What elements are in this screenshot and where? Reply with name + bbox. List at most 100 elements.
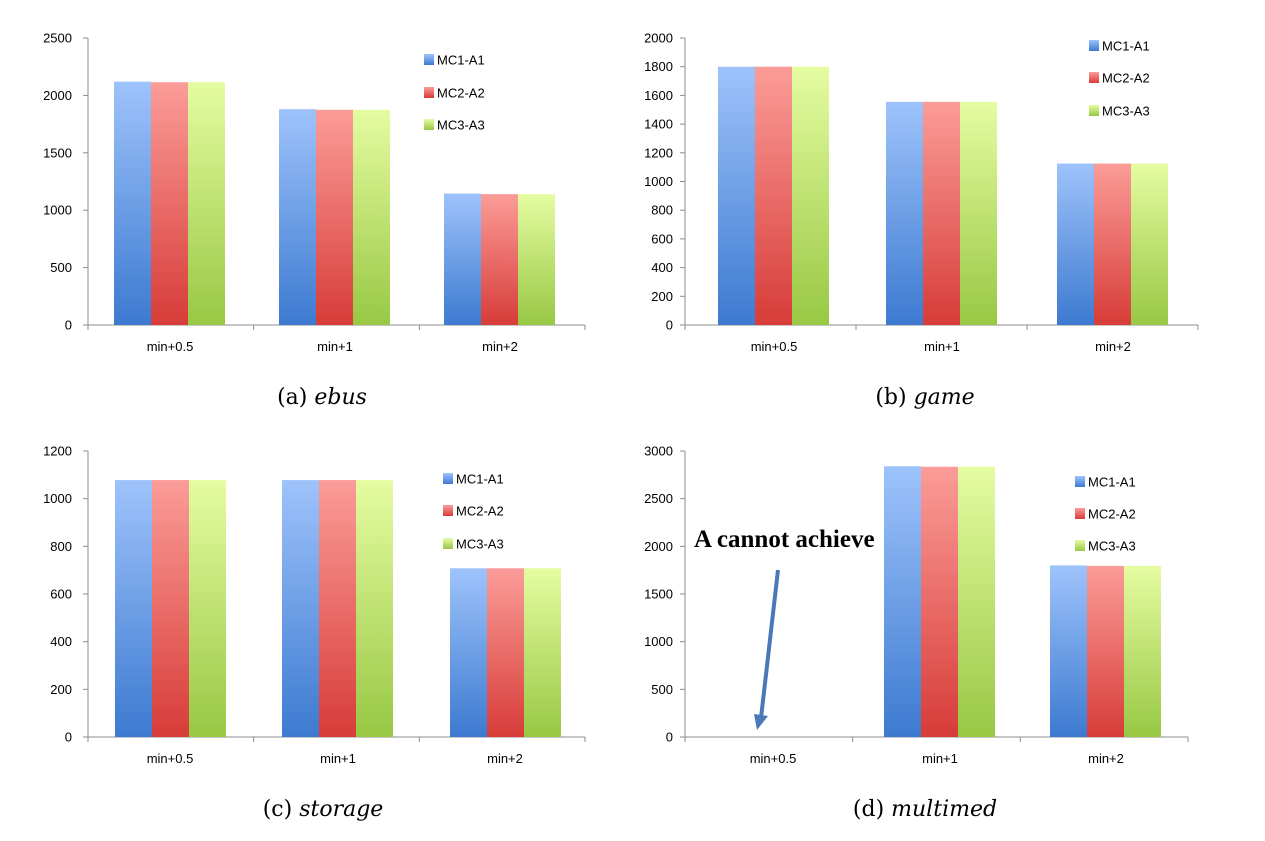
y-tick-label: 500 [50, 260, 72, 275]
caption-game: (b) game [875, 385, 974, 410]
caption-multimed: (d) multimed [853, 797, 997, 822]
bar-mc3-a3-min-0-5 [792, 66, 829, 325]
chart-game: 0 200 400 600 800 1000 1200 1400 1600 1800 2000 min… [644, 31, 1199, 410]
annotation-arrow [759, 569, 780, 719]
bar-mc1-a1-min-2 [1057, 163, 1094, 325]
y-tick-label: 0 [666, 730, 673, 745]
bar-mc1-a1-min-2 [444, 193, 481, 325]
y-tick-label: 600 [50, 587, 72, 602]
bar-mc1-a1-min-2 [1050, 565, 1087, 737]
bar-mc1-a1-min-1 [886, 101, 923, 325]
y-tick-label: 1500 [43, 145, 72, 160]
bar-mc3-a3-min-2 [1131, 163, 1168, 325]
chart-storage-plot: 0 200 400 600 800 1000 1200 min+0.5 min+1 min+2 MC… [43, 444, 586, 766]
legend-swatch [1089, 105, 1099, 116]
y-tick-label: 1400 [644, 117, 673, 132]
bar-mc2-a2-min-0-5 [755, 66, 792, 325]
legend-swatch [1075, 540, 1085, 551]
y-tick-label: 1000 [43, 203, 72, 218]
x-tick-label: min+2 [482, 339, 518, 354]
bar-mc3-a3-min-0-5 [188, 82, 225, 325]
legend-swatch [443, 505, 453, 516]
legend-label: MC1-A1 [437, 53, 485, 68]
bar-mc2-a2-min-2 [487, 568, 524, 737]
y-tick-label: 2500 [644, 491, 673, 506]
x-tick-label: min+0.5 [147, 751, 194, 766]
y-tick-label: 1200 [644, 145, 673, 160]
y-tick-label: 500 [651, 682, 673, 697]
annotation-a-cannot-achieve: A cannot achieve [694, 526, 875, 553]
y-tick-label: 200 [651, 289, 673, 304]
y-tick-label: 1200 [43, 444, 72, 459]
bar-mc1-a1-min-0-5 [115, 480, 152, 737]
bar-mc2-a2-min-2 [481, 194, 518, 325]
y-tick-label: 0 [666, 318, 673, 333]
legend-label: MC3-A3 [1102, 104, 1150, 119]
y-tick-label: 1500 [644, 587, 673, 602]
y-tick-label: 2000 [644, 539, 673, 554]
bar-mc2-a2-min-1 [319, 480, 356, 737]
x-tick-label: min+0.5 [750, 751, 797, 766]
legend-label: MC2-A2 [437, 86, 485, 101]
chart-ebus-plot: 0 500 1000 1500 2000 2500 min+0.5 min+1 min+2 MC1… [43, 31, 586, 354]
chart-storage: 0 200 400 600 800 1000 1200 min+0.5 min+1 min+2 MC… [43, 444, 586, 822]
y-tick-label: 0 [65, 318, 72, 333]
legend-swatch [424, 119, 434, 130]
bar-mc2-a2-min-0-5 [151, 82, 188, 325]
legend-label: MC1-A1 [456, 472, 504, 487]
bar-mc3-a3-min-1 [356, 480, 393, 737]
chart-multimed: 0 500 1000 1500 2000 2500 3000 min+0.5 min+1 min+… [644, 444, 1189, 822]
bar-mc1-a1-min-0-5 [114, 81, 151, 326]
bar-mc3-a3-min-1 [353, 109, 390, 325]
legend-swatch [443, 473, 453, 484]
x-tick-label: min+0.5 [147, 339, 194, 354]
legend-label: MC1-A1 [1102, 39, 1150, 54]
x-tick-label: min+1 [924, 339, 960, 354]
bar-mc3-a3-min-2 [518, 194, 555, 325]
x-tick-label: min+1 [922, 751, 958, 766]
legend-label: MC2-A2 [456, 504, 504, 519]
y-tick-label: 1600 [644, 88, 673, 103]
annotation-arrowhead-icon [754, 714, 768, 730]
y-tick-label: 2000 [43, 88, 72, 103]
chart-multimed-plot: 0 500 1000 1500 2000 2500 3000 min+0.5 min+1 min+… [644, 444, 1189, 766]
x-tick-label: min+2 [1095, 339, 1131, 354]
y-tick-label: 800 [50, 539, 72, 554]
y-tick-label: 3000 [644, 444, 673, 459]
chart-ebus: 0 500 1000 1500 2000 2500 min+0.5 min+1 min+2 MC1… [43, 31, 586, 410]
legend-label: MC2-A2 [1102, 71, 1150, 86]
y-tick-label: 1000 [644, 174, 673, 189]
legend-swatch [1089, 72, 1099, 83]
bar-mc1-a1-min-1 [282, 480, 319, 737]
y-tick-label: 800 [651, 203, 673, 218]
bar-mc1-a1-min-2 [450, 568, 487, 737]
x-tick-label: min+1 [320, 751, 356, 766]
bar-mc3-a3-min-0-5 [189, 480, 226, 737]
legend-swatch [1075, 476, 1085, 487]
legend-label: MC2-A2 [1088, 507, 1136, 522]
bar-mc3-a3-min-1 [958, 466, 995, 737]
bar-mc1-a1-min-1 [279, 109, 316, 326]
bar-mc2-a2-min-1 [921, 466, 958, 737]
legend-swatch [1075, 508, 1085, 519]
chart-game-plot: 0 200 400 600 800 1000 1200 1400 1600 1800 2000 min… [644, 31, 1199, 354]
y-tick-label: 200 [50, 682, 72, 697]
legend-swatch [443, 538, 453, 549]
legend-label: MC3-A3 [456, 537, 504, 552]
x-tick-label: min+2 [487, 751, 523, 766]
x-tick-label: min+1 [317, 339, 353, 354]
bar-mc2-a2-min-1 [923, 101, 960, 325]
x-tick-label: min+2 [1088, 751, 1124, 766]
bar-mc2-a2-min-1 [316, 109, 353, 325]
caption-storage: (c) storage [263, 797, 384, 822]
bar-mc2-a2-min-2 [1094, 163, 1131, 325]
bar-mc2-a2-min-0-5 [152, 480, 189, 737]
y-tick-label: 600 [651, 231, 673, 246]
legend-swatch [1089, 40, 1099, 51]
bar-mc3-a3-min-1 [960, 101, 997, 325]
legend-label: MC3-A3 [437, 118, 485, 133]
y-tick-label: 1000 [43, 491, 72, 506]
legend-label: MC1-A1 [1088, 475, 1136, 490]
y-tick-label: 2500 [43, 31, 72, 46]
